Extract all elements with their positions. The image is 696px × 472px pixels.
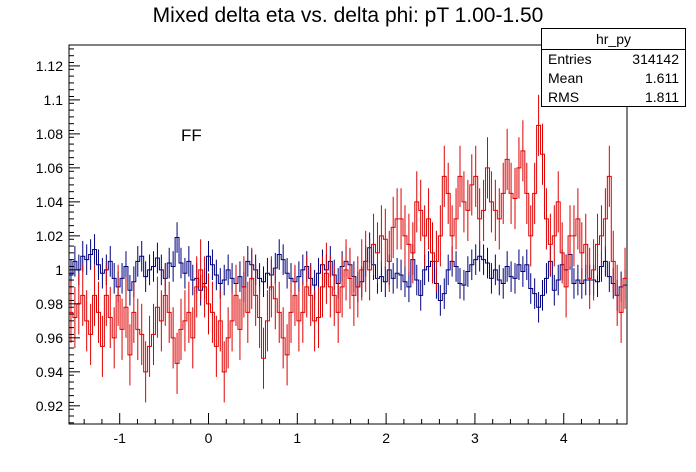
series-1	[69, 94, 627, 403]
stats-box-title: hr_py	[542, 29, 685, 50]
stats-value: 314142	[632, 51, 679, 67]
stats-label: Mean	[548, 70, 584, 86]
y-tick-label: 1.06	[36, 160, 63, 176]
stats-row-rms: RMS 1.811	[542, 88, 685, 107]
series-layer	[69, 94, 627, 403]
y-tick-label: 0.96	[36, 330, 63, 346]
stats-box: hr_py Entries 314142 Mean 1.611 RMS 1.81…	[541, 28, 686, 107]
stats-label: RMS	[548, 89, 580, 105]
chart-title: Mixed delta eta vs. delta phi: pT 1.00-1…	[152, 4, 544, 27]
stats-value: 1.811	[645, 89, 679, 105]
stats-row-mean: Mean 1.611	[542, 69, 685, 88]
y-tick-label: 0.92	[36, 398, 63, 414]
stats-row-entries: Entries 314142	[542, 50, 685, 69]
annotation-ff: FF	[181, 126, 202, 145]
x-tick-label: 1	[293, 430, 301, 446]
y-tick-label: 1.02	[36, 228, 63, 244]
y-tick-label: 1.08	[36, 126, 63, 142]
y-tick-label: 0.98	[36, 296, 63, 312]
x-tick-label: 4	[560, 430, 568, 446]
series-1-step-line	[69, 124, 627, 373]
x-tick-label: 3	[471, 430, 479, 446]
stats-value: 1.611	[645, 70, 679, 86]
stats-label: Entries	[548, 51, 592, 67]
y-tick-label: 1	[55, 262, 63, 278]
y-tick-label: 1.1	[44, 92, 64, 108]
axis-layer: -1 0 1 2 3 4 0.92 0.94 0.96 0.98 1 1.02 1.04 1.06 1.08…	[36, 48, 618, 446]
x-tick-label: -1	[113, 430, 126, 446]
x-tick-label: 0	[205, 430, 213, 446]
y-tick-label: 1.12	[36, 58, 63, 74]
y-tick-label: 0.94	[36, 364, 63, 380]
x-tick-label: 2	[382, 430, 390, 446]
plot-frame	[68, 44, 628, 425]
y-tick-label: 1.04	[36, 194, 63, 210]
